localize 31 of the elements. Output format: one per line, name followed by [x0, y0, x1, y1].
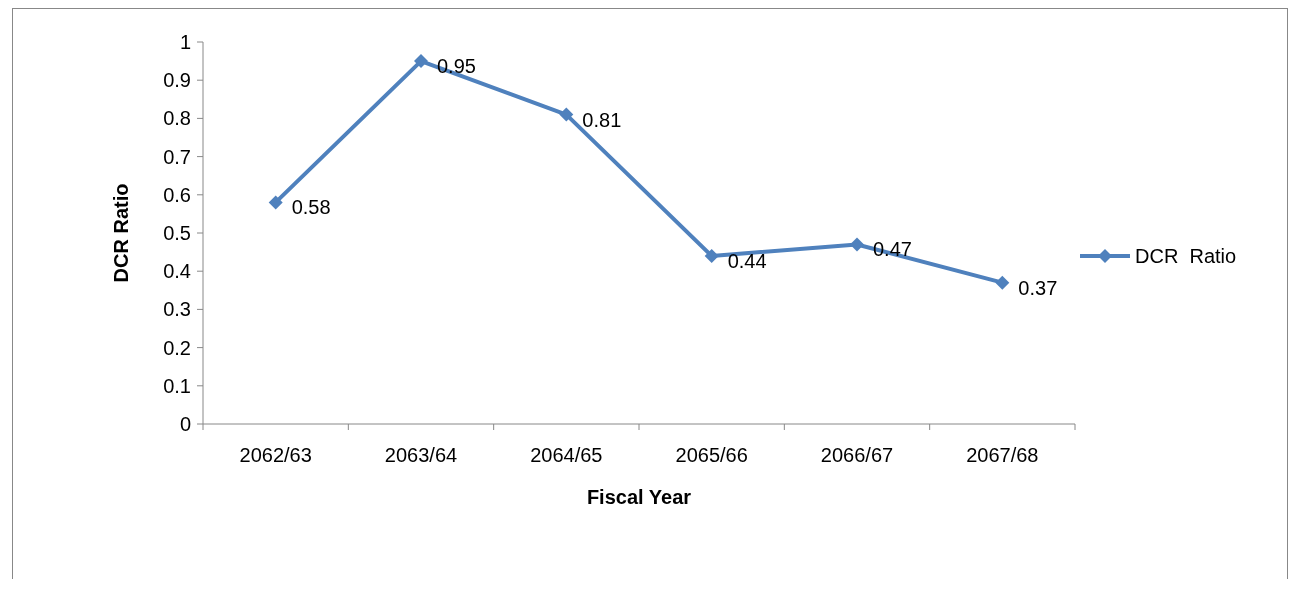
y-tick-label: 0 — [179, 413, 191, 435]
data-label: 0.37 — [1018, 276, 1058, 299]
y-tick-label: 0.8 — [163, 107, 191, 130]
y-tick-label: 0.9 — [163, 69, 191, 92]
y-tick-label: 0.7 — [163, 145, 191, 168]
y-tick-label: 0.5 — [163, 222, 191, 244]
x-tick-label: 2066/67 — [820, 444, 894, 466]
point — [704, 248, 719, 263]
point — [268, 195, 283, 210]
data-label: 0.44 — [727, 249, 767, 272]
point — [995, 275, 1010, 290]
y-tick-label: 0.2 — [163, 336, 191, 359]
y-tick-label: 0.6 — [163, 183, 191, 206]
x-tick-label: 2065/66 — [675, 444, 748, 466]
data-label: 0.58 — [291, 196, 331, 219]
x-tick-label: 2062/63 — [239, 444, 312, 466]
point — [850, 237, 864, 252]
data-label: 0.81 — [582, 108, 622, 131]
y-tick-label: 1 — [179, 31, 191, 53]
y-tick-label: 0.1 — [163, 374, 191, 397]
data-label: 0.95 — [437, 55, 476, 78]
y-axis-title: DCR Ratio — [110, 183, 132, 283]
point — [559, 107, 574, 122]
y-tick-label: 0.4 — [163, 260, 191, 283]
legend-label: DCR Ratio — [1135, 245, 1237, 267]
x-axis-title: Fiscal Year — [586, 486, 692, 508]
y-tick-label: 0.3 — [163, 298, 191, 321]
x-tick-label: 2063/64 — [384, 444, 458, 466]
x-tick-label: 2064/65 — [530, 444, 603, 466]
x-tick-label: 2067/68 — [966, 444, 1039, 466]
point — [414, 54, 428, 69]
